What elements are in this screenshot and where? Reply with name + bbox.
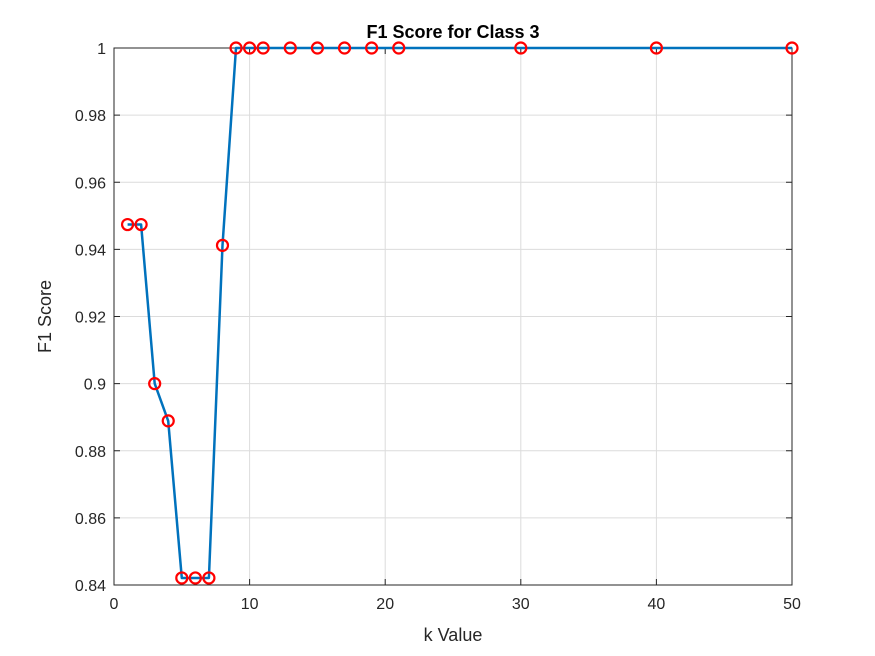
data-point-marker — [649, 41, 664, 55]
y-tick-label: 0.86 — [75, 511, 106, 528]
data-point-marker — [134, 217, 148, 232]
x-tick-label: 30 — [512, 596, 530, 613]
data-point-marker — [514, 41, 528, 55]
data-point-marker — [392, 41, 406, 55]
data-point-marker — [120, 217, 135, 232]
y-axis-label: F1 Score — [35, 280, 55, 353]
y-tick-label: 0.84 — [75, 578, 106, 595]
data-point-marker — [215, 238, 230, 252]
x-tick-label: 20 — [376, 596, 394, 613]
data-point-marker — [175, 571, 189, 585]
y-tick-label: 0.92 — [75, 310, 106, 327]
x-tick-label: 50 — [783, 596, 801, 613]
y-tick-label: 1 — [97, 41, 106, 58]
y-tick-label: 0.96 — [75, 175, 106, 192]
axis-ticks: 0 10 20 30 40 50 0.84 0.86 0.88 0.9 0.92 0.94 0.96 0.… — [75, 41, 801, 613]
x-axis-label: k Value — [424, 625, 483, 645]
y-tick-label: 0.88 — [75, 444, 106, 461]
x-tick-label: 10 — [241, 596, 259, 613]
data-point-marker — [229, 41, 243, 55]
series-line — [127, 46, 792, 580]
data-point-marker — [188, 571, 202, 585]
data-point-marker — [202, 571, 216, 585]
data-point-marker — [161, 414, 175, 428]
x-tick-label: 40 — [648, 596, 666, 613]
y-tick-label: 0.98 — [75, 108, 106, 125]
data-point-marker — [243, 41, 257, 55]
data-series — [120, 41, 799, 585]
data-point-marker — [785, 41, 799, 55]
x-tick-label: 0 — [110, 596, 119, 613]
data-point-marker — [148, 377, 162, 391]
data-point-marker — [337, 41, 352, 55]
data-point-marker — [283, 41, 297, 55]
data-point-marker — [256, 41, 270, 55]
y-tick-label: 0.9 — [84, 377, 106, 394]
y-tick-label: 0.94 — [75, 242, 106, 259]
data-point-marker — [365, 41, 379, 55]
chart-title: F1 Score for Class 3 — [366, 22, 539, 42]
data-point-marker — [310, 41, 324, 55]
